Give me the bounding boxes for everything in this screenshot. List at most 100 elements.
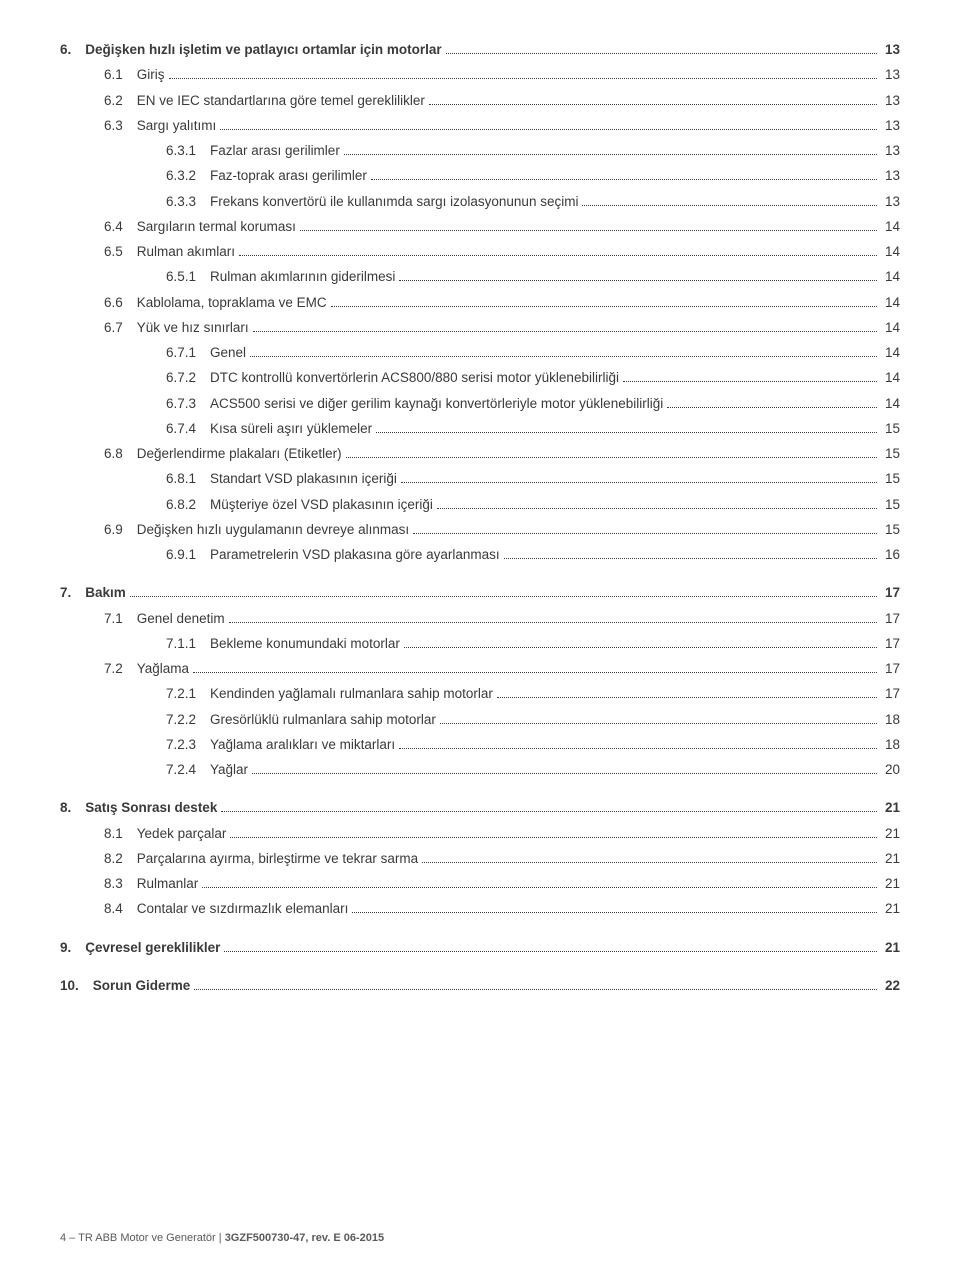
toc-leader-dots <box>130 596 877 597</box>
toc-page-number: 13 <box>881 40 900 60</box>
toc-title: DTC kontrollü konvertörlerin ACS800/880 … <box>210 368 619 388</box>
toc-page-number: 13 <box>881 166 900 186</box>
toc-title: Bekleme konumundaki motorlar <box>210 634 400 654</box>
toc-leader-dots <box>429 104 877 105</box>
toc-page-number: 13 <box>881 91 900 111</box>
toc-leader-dots <box>300 230 877 231</box>
footer-code: 3GZF500730-47, rev. E 06-2015 <box>225 1232 384 1244</box>
toc-title: Gresörlüklü rulmanlara sahip motorlar <box>210 710 436 730</box>
toc-number: 6.5.1 <box>166 267 210 287</box>
toc-page-number: 15 <box>881 444 900 464</box>
toc-entry: 8.Satış Sonrası destek21 <box>60 798 900 818</box>
toc-number: 6.3.3 <box>166 192 210 212</box>
toc-page-number: 14 <box>881 242 900 262</box>
toc-number: 7.2.4 <box>166 760 210 780</box>
toc-number: 6.2 <box>104 91 137 111</box>
toc-leader-dots <box>224 951 877 952</box>
toc-page-number: 13 <box>881 141 900 161</box>
toc-leader-dots <box>623 381 877 382</box>
toc-entry: 7.2.2Gresörlüklü rulmanlara sahip motorl… <box>60 710 900 730</box>
toc-title: Yağlama <box>137 659 189 679</box>
toc-entry: 6.7.4Kısa süreli aşırı yüklemeler 15 <box>60 419 900 439</box>
toc-number: 6.1 <box>104 65 137 85</box>
toc-leader-dots <box>252 773 877 774</box>
toc-number: 6.3 <box>104 116 137 136</box>
toc-leader-dots <box>169 78 877 79</box>
toc-page-number: 21 <box>881 938 900 958</box>
footer-prefix: 4 – TR ABB Motor ve Generatör | <box>60 1232 225 1244</box>
toc-number: 6.7.3 <box>166 394 210 414</box>
toc-title: Genel <box>210 343 246 363</box>
toc-number: 6. <box>60 40 85 60</box>
toc-leader-dots <box>344 154 877 155</box>
toc-leader-dots <box>582 205 877 206</box>
toc-page-number: 20 <box>881 760 900 780</box>
toc-entry: 7.2Yağlama17 <box>60 659 900 679</box>
toc-title: Rulmanlar <box>137 874 199 894</box>
toc-leader-dots <box>404 647 877 648</box>
toc-number: 6.9 <box>104 520 137 540</box>
toc-leader-dots <box>253 331 877 332</box>
toc-leader-dots <box>376 432 877 433</box>
toc-entry: 7.2.4Yağlar 20 <box>60 760 900 780</box>
toc-title: ACS500 serisi ve diğer gerilim kaynağı k… <box>210 394 663 414</box>
toc-title: Kısa süreli aşırı yüklemeler <box>210 419 372 439</box>
toc-number: 7.1.1 <box>166 634 210 654</box>
toc-entry: 10.Sorun Giderme22 <box>60 976 900 996</box>
toc-page-number: 13 <box>881 65 900 85</box>
toc-title: Frekans konvertörü ile kullanımda sargı … <box>210 192 578 212</box>
toc-number: 7.1 <box>104 609 137 629</box>
toc-leader-dots <box>250 356 877 357</box>
toc-page-number: 17 <box>881 609 900 629</box>
toc-title: Faz-toprak arası gerilimler <box>210 166 367 186</box>
toc-leader-dots <box>497 697 877 698</box>
toc-entry: 7.1Genel denetim17 <box>60 609 900 629</box>
toc-title: EN ve IEC standartlarına göre temel gere… <box>137 91 425 111</box>
toc-page-number: 21 <box>881 874 900 894</box>
toc-number: 6.7.1 <box>166 343 210 363</box>
toc-entry: 6.8.1Standart VSD plakasının içeriği15 <box>60 469 900 489</box>
toc-number: 9. <box>60 938 85 958</box>
toc-number: 7.2 <box>104 659 137 679</box>
toc-number: 6.3.1 <box>166 141 210 161</box>
toc-page-number: 17 <box>881 634 900 654</box>
toc-page-number: 21 <box>881 899 900 919</box>
toc-entry: 6.6Kablolama, topraklama ve EMC14 <box>60 293 900 313</box>
toc-leader-dots <box>667 407 877 408</box>
toc-entry: 6.4Sargıların termal koruması14 <box>60 217 900 237</box>
toc-number: 6.7.2 <box>166 368 210 388</box>
toc-page-number: 14 <box>881 217 900 237</box>
toc-page-number: 14 <box>881 343 900 363</box>
toc-leader-dots <box>413 533 877 534</box>
toc-entry: 8.3Rulmanlar21 <box>60 874 900 894</box>
toc-page-number: 18 <box>881 735 900 755</box>
toc-leader-dots <box>331 306 877 307</box>
toc-leader-dots <box>504 558 877 559</box>
toc-title: Yağlar <box>210 760 248 780</box>
toc-number: 7. <box>60 583 85 603</box>
toc-number: 6.7.4 <box>166 419 210 439</box>
toc-entry: 6.7.2DTC kontrollü konvertörlerin ACS800… <box>60 368 900 388</box>
toc-title: Çevresel gereklilikler <box>85 938 220 958</box>
toc-leader-dots <box>202 887 877 888</box>
toc-page-number: 15 <box>881 495 900 515</box>
toc-number: 6.7 <box>104 318 137 338</box>
toc-page-number: 15 <box>881 419 900 439</box>
toc-leader-dots <box>446 53 877 54</box>
toc-title: Bakım <box>85 583 126 603</box>
toc-entry: 6.7.1Genel 14 <box>60 343 900 363</box>
toc-entry: 6.9Değişken hızlı uygulamanın devreye al… <box>60 520 900 540</box>
toc-title: Contalar ve sızdırmazlık elemanları <box>137 899 349 919</box>
toc-entry: 6.8.2Müşteriye özel VSD plakasının içeri… <box>60 495 900 515</box>
toc-number: 6.5 <box>104 242 137 262</box>
toc-page-number: 16 <box>881 545 900 565</box>
toc-leader-dots <box>239 255 877 256</box>
toc-leader-dots <box>422 862 877 863</box>
toc-leader-dots <box>401 482 877 483</box>
toc-page-number: 21 <box>881 824 900 844</box>
toc-leader-dots <box>229 622 877 623</box>
toc-number: 6.6 <box>104 293 137 313</box>
toc-entry: 6.2EN ve IEC standartlarına göre temel g… <box>60 91 900 111</box>
toc-entry: 6.3.3Frekans konvertörü ile kullanımda s… <box>60 192 900 212</box>
toc-title: Değişken hızlı işletim ve patlayıcı orta… <box>85 40 441 60</box>
